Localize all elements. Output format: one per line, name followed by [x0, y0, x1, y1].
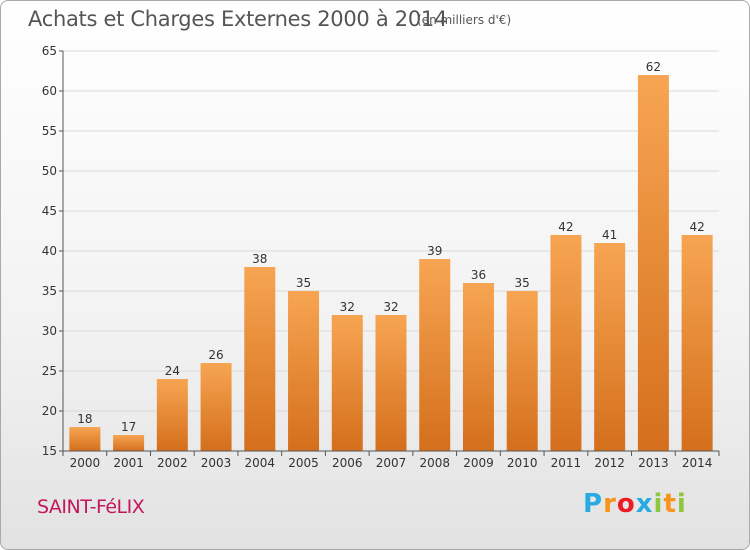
commune-name: SAINT-FéLIX: [37, 496, 145, 518]
logo-letter: x: [635, 489, 654, 519]
data-label: 35: [515, 276, 530, 290]
bar: [462, 283, 494, 451]
bar: [637, 75, 669, 451]
data-label: 35: [296, 276, 311, 290]
x-tick-label: 2011: [551, 456, 582, 470]
chart-title: Achats et Charges Externes 2000 à 2014: [28, 7, 448, 31]
chart-unit: (en milliers d'€): [417, 13, 512, 27]
y-tick-label: 55: [42, 124, 57, 138]
x-tick-label: 2002: [157, 456, 188, 470]
x-tick-label: 2000: [70, 456, 101, 470]
bar: [200, 363, 232, 451]
bar: [681, 235, 713, 451]
y-tick-label: 65: [42, 44, 57, 58]
y-tick-label: 35: [42, 284, 57, 298]
y-tick-label: 60: [42, 84, 57, 98]
bar: [594, 243, 626, 451]
x-tick-label: 2004: [245, 456, 276, 470]
bar: [506, 291, 538, 451]
x-tick-label: 2010: [507, 456, 538, 470]
data-label: 26: [208, 348, 223, 362]
logo-letter: r: [603, 489, 617, 519]
y-tick-label: 50: [42, 164, 57, 178]
x-tick-label: 2006: [332, 456, 363, 470]
x-tick-label: 2012: [594, 456, 625, 470]
bar: [244, 267, 276, 451]
bar: [550, 235, 582, 451]
logo-letter: i: [653, 489, 664, 519]
logo-letter: o: [616, 489, 636, 519]
bar: [375, 315, 407, 451]
x-tick-label: 2014: [682, 456, 713, 470]
y-tick-label: 40: [42, 244, 57, 258]
bar: [69, 427, 101, 451]
proxiti-logo: Proxiti: [583, 489, 687, 519]
data-label: 38: [252, 252, 267, 266]
x-tick-label: 2009: [463, 456, 494, 470]
data-label: 32: [383, 300, 398, 314]
data-label: 62: [646, 60, 661, 74]
y-tick-label: 30: [42, 324, 57, 338]
x-tick-label: 2001: [113, 456, 144, 470]
data-label: 42: [558, 220, 573, 234]
bar: [419, 259, 451, 451]
data-label: 42: [689, 220, 704, 234]
data-label: 17: [121, 420, 136, 434]
x-tick-label: 2003: [201, 456, 232, 470]
data-label: 18: [77, 412, 92, 426]
y-tick-label: 45: [42, 204, 57, 218]
data-label: 24: [165, 364, 180, 378]
bar: [331, 315, 363, 451]
bar: [288, 291, 320, 451]
axes: [59, 50, 720, 456]
bar: [113, 435, 145, 451]
logo-letter: i: [676, 489, 687, 519]
bars: [69, 75, 713, 451]
data-label: 36: [471, 268, 486, 282]
logo-letter: P: [583, 489, 604, 519]
labels: 15 20 25 30 35 40 45 50 55 60 65 18 2000 17 2001 24 2002…: [42, 44, 713, 470]
data-label: 41: [602, 228, 617, 242]
logo-letter: t: [663, 489, 677, 519]
data-label: 32: [340, 300, 355, 314]
y-tick-label: 20: [42, 404, 57, 418]
x-tick-label: 2008: [419, 456, 450, 470]
x-tick-label: 2005: [288, 456, 319, 470]
x-tick-label: 2007: [376, 456, 407, 470]
data-label: 39: [427, 244, 442, 258]
bar: [156, 379, 188, 451]
y-tick-label: 15: [42, 444, 57, 458]
y-tick-label: 25: [42, 364, 57, 378]
x-tick-label: 2013: [638, 456, 669, 470]
